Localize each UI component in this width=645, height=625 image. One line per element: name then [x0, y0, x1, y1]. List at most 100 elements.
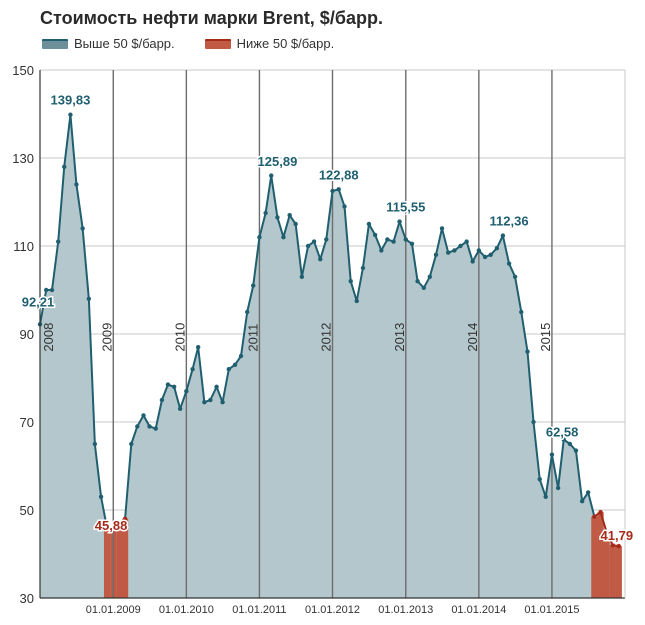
data-point — [226, 367, 231, 372]
annotation-label: 139,83 — [51, 93, 91, 108]
data-point — [439, 226, 445, 231]
data-point — [537, 477, 542, 482]
x-tick-label: 01.01.2010 — [159, 604, 214, 616]
data-point — [44, 287, 49, 293]
data-point — [391, 239, 396, 244]
line-segment — [514, 275, 523, 313]
line-segment — [495, 234, 504, 250]
line-segment — [130, 425, 139, 445]
data-point — [275, 215, 280, 220]
data-point — [549, 452, 555, 457]
data-point — [573, 448, 579, 453]
data-point — [117, 525, 122, 530]
line-segment — [557, 438, 565, 489]
data-point — [214, 384, 219, 389]
data-point — [195, 345, 201, 350]
line-segment — [508, 262, 517, 278]
data-point — [318, 257, 323, 262]
data-point — [476, 248, 482, 253]
data-point — [616, 543, 621, 549]
below-threshold-bar — [615, 546, 622, 598]
legend-item-below: Ниже 50 $/барр. — [204, 36, 335, 51]
below-threshold-bar — [103, 528, 111, 598]
line-segment — [361, 223, 370, 269]
data-point — [49, 287, 55, 293]
year-label: 2010 — [172, 323, 187, 352]
line-segment — [398, 220, 407, 241]
line-segment — [246, 284, 255, 313]
data-point — [585, 490, 591, 495]
data-point — [129, 441, 134, 447]
data-point — [342, 204, 347, 209]
data-point — [159, 397, 165, 403]
data-point — [372, 232, 378, 238]
line-segment — [428, 253, 438, 278]
line-segment — [325, 190, 334, 241]
x-tick-label: 01.01.2015 — [524, 604, 579, 616]
data-point — [525, 349, 530, 354]
data-point — [220, 400, 225, 405]
data-point — [336, 187, 341, 192]
line-segment — [87, 297, 96, 445]
data-point — [488, 252, 493, 257]
line-segment — [221, 368, 230, 404]
below-threshold-bar — [597, 512, 604, 598]
data-point — [324, 237, 329, 242]
y-tick-label: 30 — [20, 591, 34, 606]
data-point — [598, 510, 603, 515]
line-segment — [209, 385, 218, 401]
data-point — [111, 527, 116, 532]
data-point — [86, 296, 92, 301]
data-point — [470, 259, 475, 264]
data-point — [385, 237, 390, 242]
data-point — [74, 182, 79, 187]
line-segment — [39, 289, 48, 326]
line-segment — [501, 234, 511, 265]
data-point — [543, 494, 548, 499]
line-segment — [69, 113, 78, 186]
data-point — [494, 246, 500, 251]
data-point — [531, 419, 536, 425]
line-segment — [124, 443, 133, 520]
year-label: 2015 — [538, 323, 553, 352]
line-segment — [441, 227, 450, 254]
year-label: 2013 — [392, 323, 407, 352]
legend-label-below: Ниже 50 $/барр. — [236, 36, 335, 51]
data-point — [299, 274, 305, 279]
line-segment — [282, 214, 291, 239]
line-segment — [410, 242, 419, 283]
data-point — [184, 389, 189, 394]
line-segment — [81, 227, 90, 300]
x-tick-label: 01.01.2009 — [86, 604, 141, 616]
below-threshold-bar — [591, 516, 598, 598]
data-point — [153, 426, 158, 431]
year-label: 2012 — [319, 323, 334, 352]
year-label: 2011 — [245, 324, 260, 352]
data-point — [68, 112, 73, 117]
y-tick-label: 110 — [13, 239, 34, 254]
annotation-label: 62,58 — [546, 425, 579, 440]
line-segment — [300, 245, 310, 278]
line-segment — [264, 174, 273, 214]
data-point — [208, 397, 213, 403]
year-label: 2009 — [99, 323, 114, 352]
line-segment — [520, 311, 529, 353]
data-point — [433, 252, 439, 257]
line-segment — [258, 212, 267, 239]
data-point — [452, 248, 457, 253]
line-segment — [465, 240, 474, 263]
tick-labels: 30 50 70 90 110 130 150 2009 01.01.2009 2010 01.01… — [12, 63, 579, 616]
data-point — [135, 424, 140, 429]
area-path — [40, 114, 619, 599]
data-point — [202, 400, 207, 405]
data-point — [251, 283, 256, 288]
y-tick-label: 130 — [12, 151, 34, 166]
data-point — [311, 239, 317, 244]
annotations: 92,21 139,83 45,88 125,89 122,88 115,55 112,36… — [20, 91, 634, 544]
line-segment — [337, 188, 346, 208]
line-segment — [544, 453, 553, 498]
data-point — [98, 494, 104, 499]
line-segment — [313, 240, 322, 261]
line-segment — [526, 350, 535, 423]
